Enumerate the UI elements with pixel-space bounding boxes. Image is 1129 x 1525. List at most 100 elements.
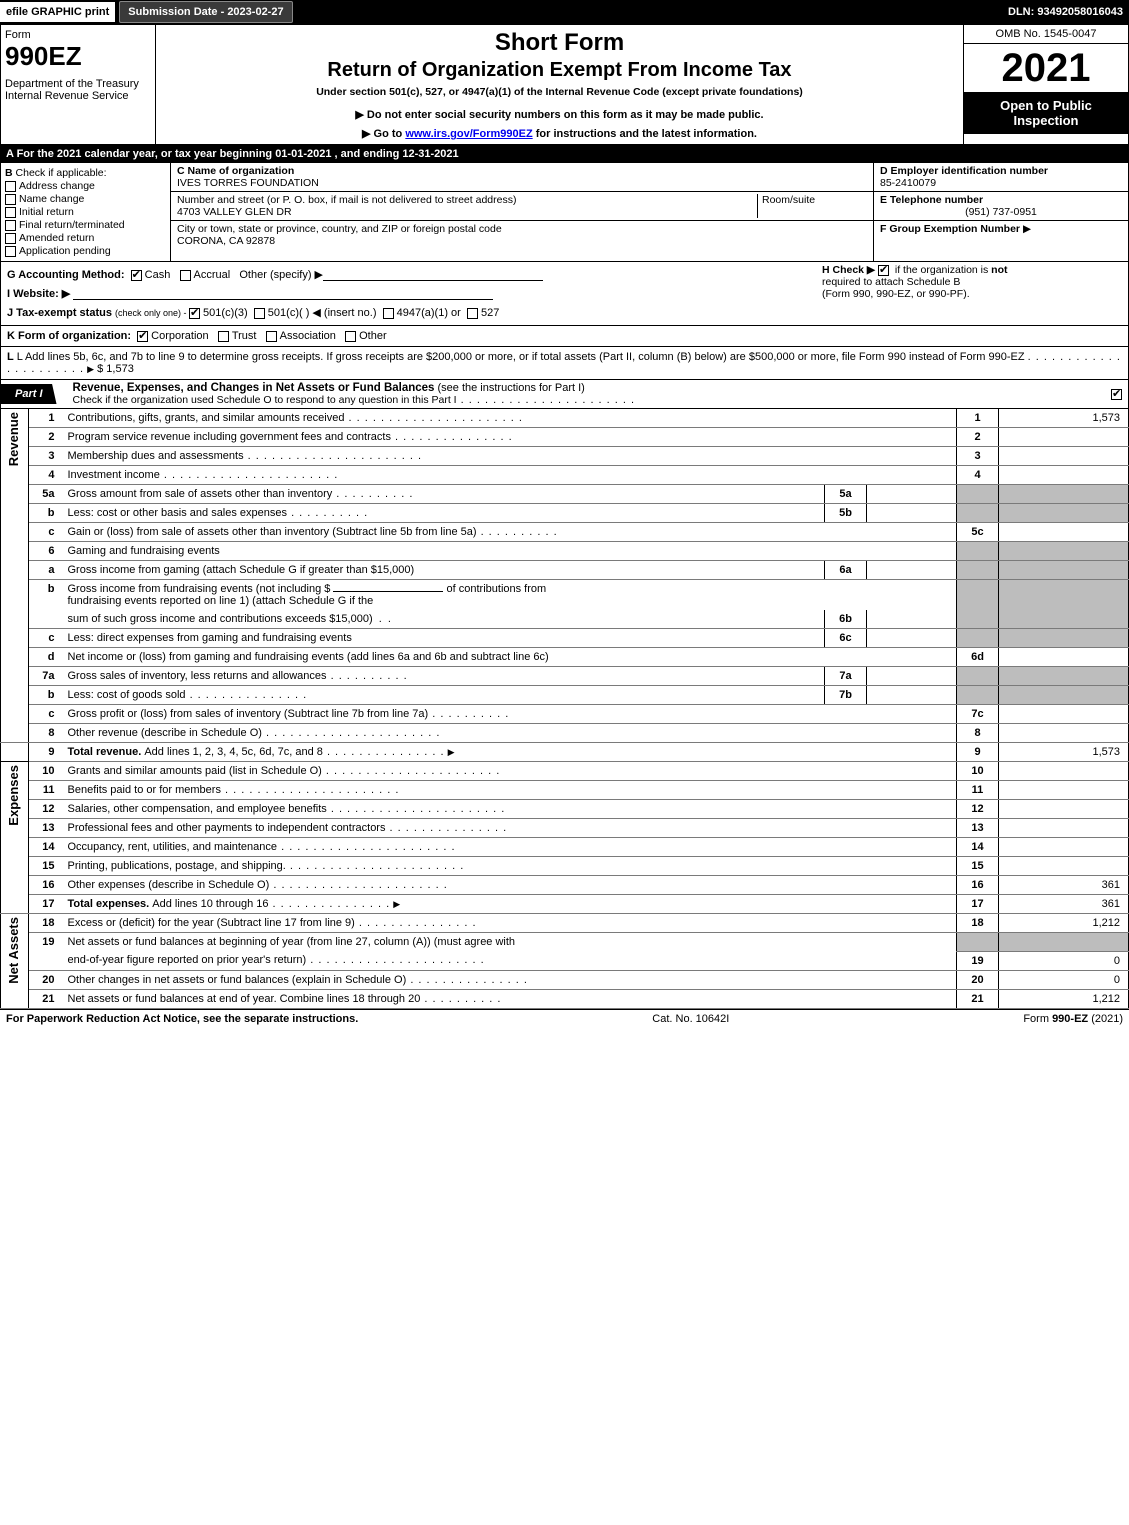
- part1-tab: Part I: [1, 384, 57, 404]
- j-501c3: 501(c)(3): [203, 307, 248, 319]
- row-5a: 5aGross amount from sale of assets other…: [1, 485, 1129, 504]
- val-19: 0: [999, 951, 1129, 970]
- dept-label: Department of the Treasury Internal Reve…: [5, 78, 151, 102]
- footer-right: Form 990-EZ (2021): [1023, 1013, 1123, 1025]
- row-12: 12Salaries, other compensation, and empl…: [1, 800, 1129, 819]
- chk-other-org[interactable]: [345, 331, 356, 342]
- chk-501c[interactable]: [254, 308, 265, 319]
- g-other: Other (specify) ▶: [239, 269, 323, 281]
- row-16: 16Other expenses (describe in Schedule O…: [1, 876, 1129, 895]
- col-def: D Employer identification number 85-2410…: [873, 163, 1128, 261]
- d-hdr: D Employer identification number: [880, 165, 1048, 177]
- page-footer: For Paperwork Reduction Act Notice, see …: [0, 1009, 1129, 1028]
- chk-trust[interactable]: [218, 331, 229, 342]
- c-name-hdr: C Name of organization: [177, 165, 294, 177]
- part1-table: Revenue 1 Contributions, gifts, grants, …: [0, 409, 1129, 1009]
- open-inspection-badge: Open to Public Inspection: [964, 92, 1128, 134]
- g-other-input[interactable]: [323, 269, 543, 281]
- part1-header: Part I Revenue, Expenses, and Changes in…: [0, 380, 1129, 409]
- short-form-title: Short Form: [162, 29, 957, 57]
- website-input[interactable]: [73, 288, 493, 300]
- row-7a: 7aGross sales of inventory, less returns…: [1, 667, 1129, 686]
- street-hdr: Number and street (or P. O. box, if mail…: [177, 194, 516, 206]
- chk-address-change[interactable]: Address change: [5, 180, 166, 192]
- row-18: Net Assets 18Excess or (deficit) for the…: [1, 914, 1129, 933]
- under-section-text: Under section 501(c), 527, or 4947(a)(1)…: [162, 86, 957, 98]
- f-block: F Group Exemption Number ▶: [874, 221, 1128, 237]
- h-label: H Check ▶: [822, 264, 875, 276]
- row-14: 14Occupancy, rent, utilities, and mainte…: [1, 838, 1129, 857]
- row-5c: cGain or (loss) from sale of assets othe…: [1, 523, 1129, 542]
- form-word: Form: [5, 29, 151, 41]
- row-17: 17Total expenses. Add lines 10 through 1…: [1, 895, 1129, 914]
- efile-label[interactable]: efile GRAPHIC print: [0, 2, 115, 22]
- chk-amended-return[interactable]: Amended return: [5, 232, 166, 244]
- l-text: L Add lines 5b, 6c, and 7b to line 9 to …: [17, 351, 1025, 363]
- chk-cash[interactable]: [131, 270, 142, 281]
- k-pre: K Form of organization:: [7, 330, 131, 342]
- val-17: 361: [999, 895, 1129, 914]
- org-name: IVES TORRES FOUNDATION: [177, 177, 319, 189]
- chk-corp[interactable]: [137, 331, 148, 342]
- dln-label: DLN: 93492058016043: [1008, 6, 1129, 18]
- val-1: 1,573: [999, 409, 1129, 428]
- chk-name-change[interactable]: Name change: [5, 193, 166, 205]
- expenses-side-label: Expenses: [1, 762, 29, 914]
- val-9: 1,573: [999, 743, 1129, 762]
- j-pre: J Tax-exempt status: [7, 307, 115, 319]
- val-21: 1,212: [999, 989, 1129, 1008]
- b-letter: B: [5, 167, 13, 179]
- j-sub: (check only one) -: [115, 308, 189, 318]
- row-3: 3Membership dues and assessments 3: [1, 447, 1129, 466]
- chk-final-return[interactable]: Final return/terminated: [5, 219, 166, 231]
- goto-pre: ▶ Go to: [362, 128, 405, 140]
- row-6a: aGross income from gaming (attach Schedu…: [1, 561, 1129, 580]
- row-19a: 19Net assets or fund balances at beginni…: [1, 933, 1129, 952]
- street-val: 4703 VALLEY GLEN DR: [177, 206, 292, 218]
- goto-post: for instructions and the latest informat…: [533, 128, 757, 140]
- row-6b: b Gross income from fundraising events (…: [1, 580, 1129, 611]
- submission-date: Submission Date - 2023-02-27: [119, 1, 292, 23]
- g-accrual: Accrual: [194, 269, 231, 281]
- d-block: D Employer identification number 85-2410…: [874, 163, 1128, 192]
- h-text4: (Form 990, 990-EZ, or 990-PF).: [822, 288, 970, 300]
- f-hdr: F Group Exemption Number: [880, 223, 1020, 235]
- header-right: OMB No. 1545-0047 2021 Open to Public In…: [963, 25, 1128, 144]
- phone-val: (951) 737-0951: [880, 206, 1122, 218]
- j-4947: 4947(a)(1) or: [397, 307, 461, 319]
- chk-accrual[interactable]: [180, 270, 191, 281]
- chk-501c3[interactable]: [189, 308, 200, 319]
- g-label: G Accounting Method:: [7, 269, 125, 281]
- row-4: 4Investment income 4: [1, 466, 1129, 485]
- row-a-tax-year: A For the 2021 calendar year, or tax yea…: [0, 145, 1129, 163]
- row-13: 13Professional fees and other payments t…: [1, 819, 1129, 838]
- j-line: J Tax-exempt status (check only one) - 5…: [7, 306, 1122, 319]
- chk-initial-return[interactable]: Initial return: [5, 206, 166, 218]
- chk-h[interactable]: [878, 265, 889, 276]
- col-b: B Check if applicable: Address change Na…: [1, 163, 171, 261]
- section-ghij: H Check ▶ if the organization is not req…: [0, 262, 1129, 326]
- l-amount: $ 1,573: [97, 363, 134, 375]
- g-cash: Cash: [145, 269, 171, 281]
- chk-4947[interactable]: [383, 308, 394, 319]
- chk-schedule-o[interactable]: [1111, 389, 1122, 400]
- f-arrow-icon: ▶: [1023, 223, 1031, 235]
- val-20: 0: [999, 970, 1129, 989]
- h-box: H Check ▶ if the organization is not req…: [822, 264, 1122, 300]
- omb-number: OMB No. 1545-0047: [964, 25, 1128, 44]
- chk-application-pending[interactable]: Application pending: [5, 245, 166, 257]
- c-city-block: City or town, state or province, country…: [171, 221, 873, 249]
- irs-link[interactable]: www.irs.gov/Form990EZ: [405, 128, 532, 140]
- revenue-side-label: Revenue: [1, 409, 29, 743]
- l-row: L L Add lines 5b, 6c, and 7b to line 9 t…: [0, 347, 1129, 380]
- cat-number: Cat. No. 10642I: [652, 1013, 729, 1025]
- j-501c: 501(c)( ) ◀ (insert no.): [268, 307, 377, 319]
- tax-year: 2021: [964, 44, 1128, 92]
- k-assoc: Association: [280, 330, 336, 342]
- k-row: K Form of organization: Corporation Trus…: [0, 326, 1129, 347]
- row-5b: bLess: cost or other basis and sales exp…: [1, 504, 1129, 523]
- chk-assoc[interactable]: [266, 331, 277, 342]
- row-11: 11Benefits paid to or for members11: [1, 781, 1129, 800]
- section-bcdef: B Check if applicable: Address change Na…: [0, 163, 1129, 262]
- chk-527[interactable]: [467, 308, 478, 319]
